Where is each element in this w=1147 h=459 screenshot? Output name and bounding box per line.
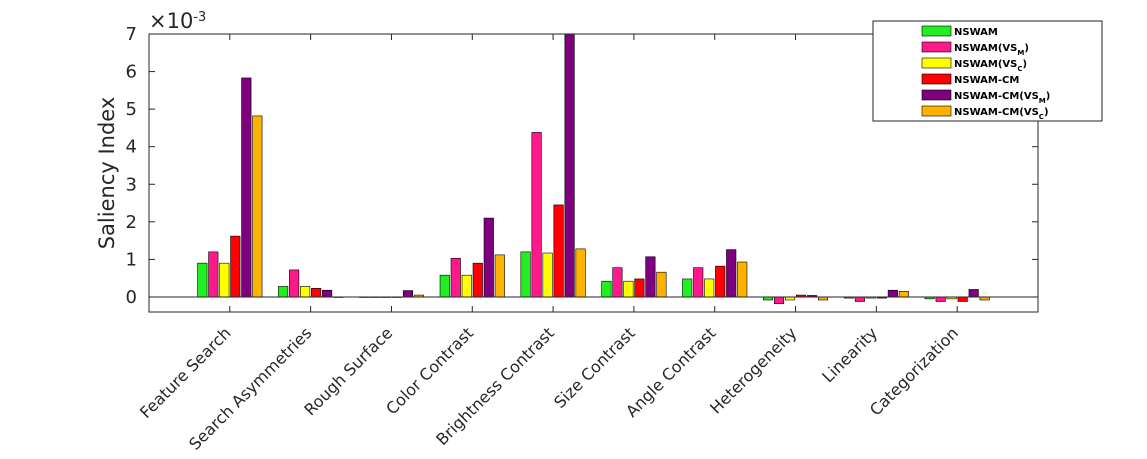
x-category-label: Linearity [818, 323, 881, 386]
bar-nswam-cm-3 [472, 262, 483, 298]
bar-nswam-cm-6 [715, 265, 726, 298]
bar-nswam-cm-vs-m--1 [322, 289, 333, 298]
legend: NSWAM NSWAM(VSM) NSWAM(VSC) NSWAM-CM NSWAM-C… [872, 20, 1103, 122]
bar-nswam-vs-c--6 [704, 278, 715, 298]
legend-swatch [921, 89, 952, 101]
legend-swatch [921, 25, 952, 37]
legend-entry-label: NSWAM(VSM) [954, 43, 1029, 57]
bar-nswam-cm-vs-m--6 [726, 249, 737, 298]
bar-nswam-vs-c--4 [542, 252, 553, 298]
bar-nswam-6 [682, 278, 693, 298]
y-tick-label: 7 [126, 24, 137, 45]
bar-nswam-cm-vs-c--4 [575, 248, 586, 298]
x-category-label: Categorization [866, 323, 962, 419]
x-category-label: Heterogeneity [706, 323, 800, 417]
bar-nswam-vs-c--3 [461, 274, 472, 298]
y-tick-label: 6 [126, 62, 137, 83]
bar-nswam-cm-vs-m--4 [564, 33, 575, 298]
legend-entry-label: NSWAM [954, 27, 998, 38]
bar-nswam-cm-0 [230, 235, 241, 298]
bar-nswam-cm-vs-c--8 [898, 291, 909, 298]
y-tick-label: 0 [126, 287, 137, 308]
bar-nswam-4 [520, 251, 531, 298]
y-tick-label: 5 [126, 99, 137, 120]
legend-entry-label: NSWAM(VSC) [954, 59, 1027, 73]
legend-box [872, 20, 1103, 122]
bars-layer [197, 33, 990, 305]
bar-nswam-cm-vs-c--5 [656, 271, 667, 298]
bar-nswam-vs-m--9 [935, 296, 946, 302]
bar-nswam-vs-c--5 [623, 280, 634, 298]
legend-entry-label: NSWAM-CM [954, 75, 1019, 86]
bar-nswam-vs-m--0 [208, 251, 219, 298]
bar-nswam-cm-vs-m--9 [968, 289, 979, 298]
x-category-label: Size Contrast [550, 323, 639, 412]
bar-nswam-3 [439, 274, 450, 298]
bar-nswam-cm-4 [553, 204, 564, 298]
bar-nswam-cm-9 [957, 296, 968, 302]
y-axis-ticks: 0 1 2 3 4 5 6 7 [126, 24, 1038, 308]
bar-nswam-vs-m--8 [854, 296, 865, 302]
bar-nswam-cm-vs-m--3 [483, 217, 494, 298]
bar-nswam-cm-vs-m--0 [241, 77, 252, 298]
bar-nswam-vs-c--0 [219, 262, 230, 298]
legend-entry-label: NSWAM-CM(VSC) [954, 107, 1049, 121]
bar-nswam-vs-m--3 [450, 257, 461, 298]
bar-nswam-vs-m--5 [612, 267, 623, 298]
bar-nswam-cm-1 [311, 288, 322, 298]
bar-nswam-1 [278, 286, 289, 298]
plot-area-frame [148, 33, 1039, 313]
bar-nswam-cm-vs-c--6 [737, 261, 748, 298]
bar-nswam-vs-c--1 [300, 286, 311, 298]
y-axis-label: Saliency Index [95, 97, 119, 250]
bar-nswam-vs-m--7 [773, 296, 785, 305]
bar-nswam-0 [197, 262, 208, 298]
bar-nswam-cm-vs-m--2 [402, 290, 414, 298]
legend-swatch [921, 57, 952, 69]
y-tick-label: 3 [126, 174, 137, 195]
bar-nswam-vs-m--4 [531, 132, 542, 298]
bar-nswam-5 [601, 280, 612, 298]
legend-swatch [921, 105, 952, 117]
bar-nswam-cm-5 [634, 278, 645, 298]
legend-entry-label: NSWAM-CM(VSM) [954, 91, 1050, 105]
y-tick-label: 2 [126, 212, 137, 233]
legend-swatch [921, 73, 952, 85]
bar-nswam-cm-vs-m--5 [645, 256, 656, 298]
bar-nswam-cm-vs-m--8 [887, 289, 898, 298]
bar-nswam-vs-m--6 [693, 267, 704, 298]
y-axis-exponent: ×10-3 [149, 9, 206, 33]
bar-nswam-vs-m--1 [289, 269, 300, 298]
legend-swatch [921, 41, 952, 53]
y-tick-label: 4 [126, 137, 137, 158]
bar-nswam-cm-vs-c--3 [494, 254, 505, 298]
bar-nswam-cm-vs-c--0 [252, 115, 263, 298]
y-tick-label: 1 [126, 249, 137, 270]
